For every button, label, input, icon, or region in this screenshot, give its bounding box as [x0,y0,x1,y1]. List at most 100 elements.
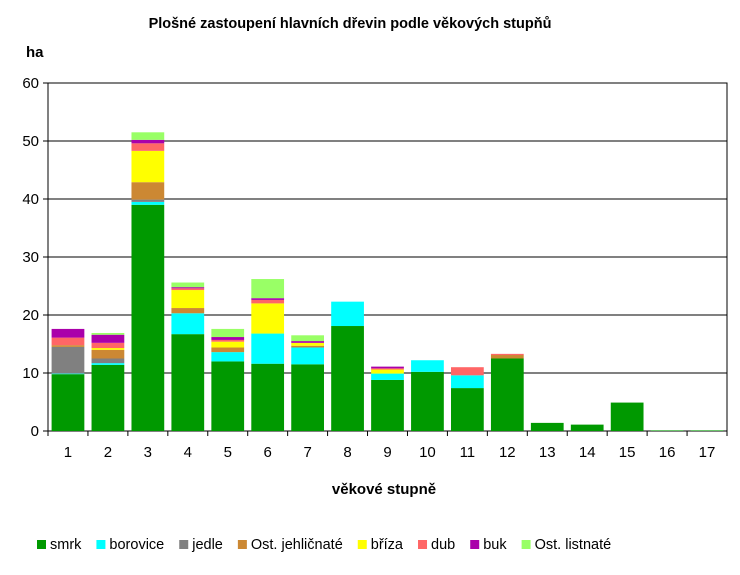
y-tick-label: 20 [22,307,39,324]
bar-segment-dub [171,288,205,291]
bar-segment-dub [490,353,524,356]
bar-segment-smrk [211,361,245,431]
x-tick-label: 2 [104,444,112,461]
bar-segment-bříza [171,290,205,309]
bar-segment-borovice [331,301,364,327]
legend-label: buk [483,537,507,553]
bar-segment-ost-jehličnaté [51,345,85,347]
bar-segment-borovice [251,333,285,364]
bar-segment-bříza [371,369,404,374]
bar-segment-borovice [171,313,205,335]
bar-segment-smrk [51,374,85,431]
bar-segment-smrk [371,379,404,431]
y-tick-label: 60 [22,75,39,92]
bar-segment-buk [51,328,85,338]
legend-item: bříza [357,537,404,553]
legend-label: Ost. jehličnaté [251,537,343,553]
bar-segment-ost-jehličnaté [490,355,524,359]
y-tick-label: 40 [22,191,39,208]
x-tick-label: 13 [539,444,556,461]
legend-item: Ost. listnaté [521,537,612,553]
bar-segment-buk [131,139,165,144]
bar-segment-buk [171,287,205,289]
bar-segment-buk [211,337,245,340]
legend-item: borovice [96,537,164,553]
bar-segment-smrk [690,430,724,431]
bar-segment-smrk [291,364,324,431]
x-tick-label: 11 [460,444,476,461]
bar-segment-ost-listnaté [251,279,285,299]
legend-swatch [96,540,106,549]
bar-segment-dub [371,368,404,370]
bar-segment-smrk [451,388,484,431]
x-tick-label: 6 [264,444,272,461]
legend-item: buk [470,537,507,553]
bar-segment-borovice [51,373,85,375]
bar-segment-ost-listnaté [131,132,165,140]
bar-segment-dub [211,339,245,342]
x-axis-label: věkové stupně [332,481,436,498]
bar-segment-smrk [171,334,205,431]
bar-segment-smrk [91,364,125,431]
bar-segment-smrk [530,422,564,431]
x-tick-label: 3 [144,444,152,461]
x-tick-label: 8 [343,444,351,461]
bar-segment-buk [371,366,404,369]
y-tick-label: 30 [22,249,39,266]
bar-segment-buk [91,334,125,343]
bar-segment-smrk [490,358,524,431]
legend-swatch [237,540,247,549]
bar-segment-buk [251,298,285,300]
bar-segment-smrk [650,430,684,431]
legend-swatch [470,540,480,549]
x-tick-label: 16 [659,444,676,461]
x-tick-label: 12 [499,444,516,461]
bar-segment-ost-listnaté [91,332,125,335]
legend-label: jedle [191,537,223,553]
y-tick-label: 10 [22,365,39,382]
legend-swatch [179,540,189,549]
x-tick-label: 10 [419,444,436,461]
legend: smrk borovice jedle Ost. jehličnaté bříza dub… [37,537,611,553]
bar-segment-dub [451,367,484,376]
legend-item: jedle [179,537,223,553]
bar-segment-ost-jehličnaté [91,349,125,359]
bar-segment-borovice [451,375,484,389]
legend-label: smrk [50,537,82,553]
legend-label: bříza [371,537,404,553]
x-tick-label: 7 [303,444,311,461]
bar-segment-smrk [251,363,285,431]
bar-segment-borovice [211,352,245,362]
bar-segment-borovice [131,201,165,205]
bar-segment-smrk [610,402,644,431]
x-tick-label: 17 [699,444,716,461]
y-tick-label: 50 [22,133,39,150]
bar-segment-bříza [291,342,324,346]
x-tick-label: 9 [383,444,391,461]
legend-label: dub [431,537,455,553]
legend-swatch [418,540,428,549]
x-tick-label: 15 [619,444,636,461]
bar-segment-borovice [91,363,125,365]
bar-segment-smrk [411,371,444,431]
bar-segment-dub [91,342,125,349]
bar-segment-dub [131,143,165,151]
bar-segment-jedle [131,199,165,202]
bar-segment-smrk [131,204,165,431]
legend-label: Ost. listnaté [535,537,612,553]
bar-segment-ost-jehličnaté [171,308,205,314]
bar-segment-ost-listnaté [171,282,205,288]
bar-segment-borovice [291,347,324,365]
bar-segment-jedle [51,346,85,374]
y-axis: 0 10 20 30 40 50 60 [22,75,48,440]
bar-segment-buk [291,341,324,343]
bar-segment-ost-jehličnaté [131,182,165,200]
x-tick-label: 4 [184,444,192,461]
x-tick-label: 14 [579,444,596,461]
chart-title: Plošné zastoupení hlavních dřevin podle … [149,16,552,32]
bar-segment-dub [51,337,85,346]
bar-segment-bříza [251,303,285,334]
x-tick-label: 5 [224,444,232,461]
bar-segment-dub [251,299,285,304]
bar-segment-ost-listnaté [291,335,324,342]
